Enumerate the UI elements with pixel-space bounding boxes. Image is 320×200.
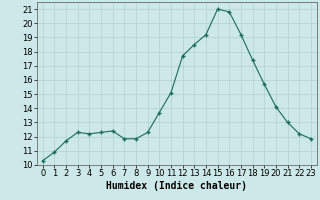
X-axis label: Humidex (Indice chaleur): Humidex (Indice chaleur) (106, 181, 247, 191)
